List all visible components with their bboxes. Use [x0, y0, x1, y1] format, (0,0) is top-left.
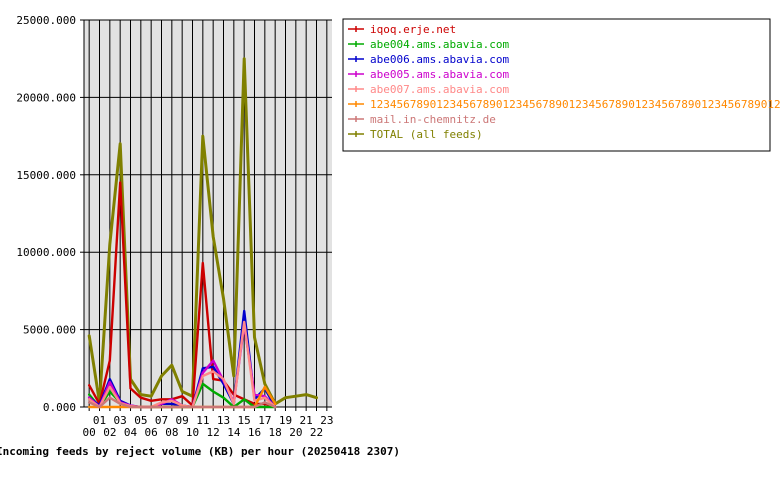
- legend: iqoq.erje.net abe004.ams.abavia.com abe006…: [342, 18, 780, 152]
- y-tick-label: 10000.000: [16, 246, 76, 259]
- x-tick-label: 20: [289, 426, 302, 439]
- x-tick-label: 14: [227, 426, 241, 439]
- plot-background: [84, 20, 332, 407]
- x-tick-label: 04: [124, 426, 138, 439]
- x-tick-label: 07: [155, 414, 168, 427]
- x-tick-label: 01: [93, 414, 106, 427]
- x-tick-label: 12: [207, 426, 220, 439]
- legend-label: abe007.ams.abavia.com: [370, 83, 509, 96]
- legend-label: 1234567890123456789012345678901234567890…: [370, 98, 780, 111]
- y-tick-label: 20000.000: [16, 91, 76, 104]
- x-tick-label: 06: [145, 426, 158, 439]
- x-tick-label: 16: [248, 426, 261, 439]
- legend-label: mail.in-chemnitz.de: [370, 113, 496, 126]
- legend-label: abe004.ams.abavia.com: [370, 38, 509, 51]
- y-axis-ticks: 0.000 5000.000 10000.000 15000.000 20000.000…: [16, 14, 84, 414]
- x-tick-label: 18: [269, 426, 282, 439]
- x-tick-label: 10: [186, 426, 199, 439]
- x-tick-label: 21: [300, 414, 313, 427]
- legend-label: abe006.ams.abavia.com: [370, 53, 509, 66]
- y-tick-label: 25000.000: [16, 14, 76, 27]
- series-line-6: [88, 396, 277, 409]
- x-tick-label: 03: [114, 414, 127, 427]
- x-tick-label: 19: [279, 414, 292, 427]
- chart-title: Incoming feeds by reject volume (KB) per…: [0, 445, 400, 458]
- x-tick-label: 23: [320, 414, 333, 427]
- plot-area: [84, 20, 332, 407]
- x-tick-label: 09: [176, 414, 189, 427]
- x-tick-label: 05: [134, 414, 147, 427]
- series-lines: [87, 57, 318, 409]
- x-tick-label: 15: [238, 414, 251, 427]
- x-tick-label: 22: [310, 426, 323, 439]
- x-tick-label: 13: [217, 414, 230, 427]
- y-tick-label: 5000.000: [23, 324, 76, 337]
- x-tick-label: 08: [165, 426, 178, 439]
- legend-label: abe005.ams.abavia.com: [370, 68, 509, 81]
- y-tick-label: 0.000: [43, 401, 76, 414]
- legend-label: iqoq.erje.net: [370, 23, 456, 36]
- x-tick-label: 00: [83, 426, 96, 439]
- x-axis-ticks: 0001020304050607080910111213141516171819…: [83, 407, 333, 439]
- x-tick-label: 02: [103, 426, 116, 439]
- legend-label: TOTAL (all feeds): [370, 128, 483, 141]
- x-tick-label: 17: [258, 414, 271, 427]
- y-tick-label: 15000.000: [16, 169, 76, 182]
- grid-lines: [84, 19, 332, 408]
- x-tick-label: 11: [196, 414, 209, 427]
- legend-box: [342, 18, 771, 152]
